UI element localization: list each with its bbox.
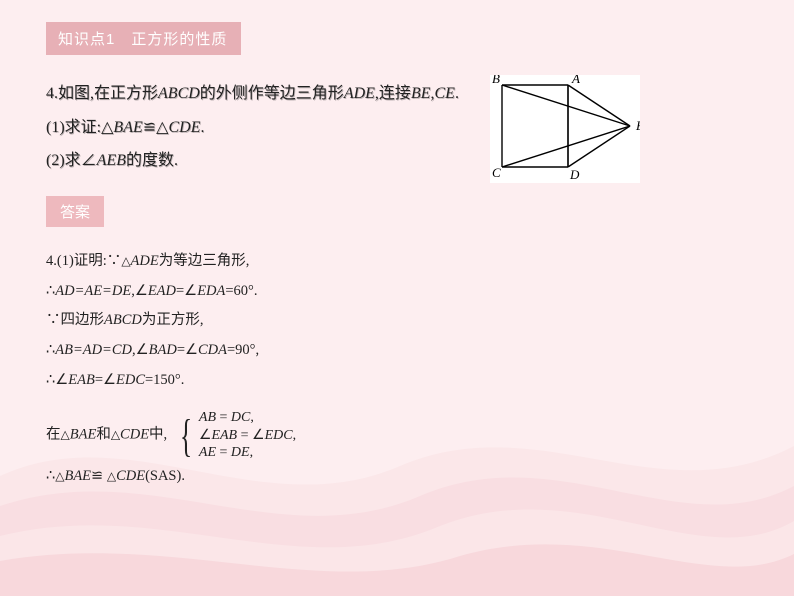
txt: 为等边三角形, xyxy=(159,253,250,269)
problem-part1: (1)求证:△BAE≌△CDE. xyxy=(46,111,758,145)
geometry-figure: B A C D E xyxy=(490,75,640,183)
angle-name: AEB xyxy=(97,152,126,169)
triangle-name: ADE xyxy=(131,253,159,269)
txt: 和 xyxy=(96,427,111,443)
txt: ∵四边形 xyxy=(46,312,104,328)
triangle-icon: △ xyxy=(101,119,113,136)
small-triangle-icon: △ xyxy=(121,254,130,268)
svg-text:D: D xyxy=(569,167,580,182)
txt: (SAS). xyxy=(145,468,185,484)
svg-text:C: C xyxy=(492,165,501,180)
answer-line: ∵四边形ABCD为正方形, xyxy=(46,306,758,336)
small-triangle-icon: △ xyxy=(111,428,120,442)
answer-line: ∴AD=AE=DE,∠EAD=∠EDA=60°. xyxy=(46,277,758,307)
problem-stem: 4.如图,在正方形ABCD的外侧作等边三角形ADE,连接BE,CE. xyxy=(46,77,758,111)
congruent-symbol: ≌ xyxy=(143,119,156,136)
answer-block: 4.(1)证明:∵△ADE为等边三角形, ∴AD=AE=DE,∠EAD=∠EDA… xyxy=(46,247,758,492)
seg: AB xyxy=(199,410,216,425)
left-brace-icon: { xyxy=(180,413,192,459)
equation-system: { AB = DC, ∠EAB = ∠EDC, AE = DE, xyxy=(171,409,296,462)
txt: ,连接 xyxy=(375,85,411,102)
equation: AD=AE=DE xyxy=(55,283,131,299)
answer-line: ∴AB=AD=CD,∠BAD=∠CDA=90°, xyxy=(46,336,758,366)
txt: (1)求证: xyxy=(46,119,101,136)
seg: DC xyxy=(231,410,250,425)
answer-line: 4.(1)证明:∵△ADE为等边三角形, xyxy=(46,247,758,277)
txt: . xyxy=(200,119,204,136)
answer-line: ∴∠EAB=∠EDC=150°. xyxy=(46,366,758,396)
txt: 4.(1)证明:∵ xyxy=(46,253,121,269)
sys-line: AE = DE, xyxy=(199,444,296,462)
txt: =∠ xyxy=(177,342,198,358)
triangle-name: CDE xyxy=(168,119,200,136)
txt: 如图,在正方形 xyxy=(58,85,158,102)
system-lines: AB = DC, ∠EAB = ∠EDC, AE = DE, xyxy=(199,409,296,462)
sys-line: ∠EAB = ∠EDC, xyxy=(199,427,296,445)
segment-name: BE xyxy=(411,85,431,102)
angle-name: EAD xyxy=(148,283,176,299)
angle-name: EDA xyxy=(197,283,225,299)
txt: 的度数. xyxy=(126,152,178,169)
triangle-icon: △ xyxy=(156,119,168,136)
txt: =∠ xyxy=(95,372,116,388)
txt: ∴ xyxy=(46,468,55,484)
triangle-name: ADE xyxy=(344,85,375,102)
angle-name: CDA xyxy=(198,342,227,358)
spacer xyxy=(46,395,758,409)
answer-line: ∴△BAE≌ △CDE(SAS). xyxy=(46,462,758,492)
angle-name: EAB xyxy=(68,372,95,388)
small-triangle-icon: △ xyxy=(107,469,116,483)
triangle-name: CDE xyxy=(120,427,149,443)
txt: =60°. xyxy=(225,283,257,299)
answer-line-system: 在△BAE和△CDE中, { AB = DC, ∠EAB = ∠EDC, AE … xyxy=(46,409,758,462)
answer-label: 答案 xyxy=(60,204,90,221)
txt: =150°. xyxy=(145,372,184,388)
seg: DE xyxy=(231,445,250,460)
triangle-name: BAE xyxy=(70,427,97,443)
txt: 在 xyxy=(46,427,61,443)
txt: (2)求∠ xyxy=(46,152,97,169)
txt: 为正方形, xyxy=(142,312,204,328)
txt: =∠ xyxy=(176,283,197,299)
ang: EDC xyxy=(265,428,293,443)
txt: ∴∠ xyxy=(46,372,68,388)
angle-name: EDC xyxy=(116,372,145,388)
txt: ,∠ xyxy=(132,342,149,358)
txt: ∴ xyxy=(46,283,55,299)
txt: =90°, xyxy=(227,342,259,358)
answer-label-box: 答案 xyxy=(46,196,104,227)
triangle-name: CDE xyxy=(116,468,145,484)
knowledge-point-header: 知识点1 正方形的性质 xyxy=(46,22,241,55)
square-name: ABCD xyxy=(104,312,142,328)
congruent-symbol: ≌ xyxy=(91,468,103,484)
square-name: ABCD xyxy=(158,85,200,102)
sys-line: AB = DC, xyxy=(199,409,296,427)
seg: AE xyxy=(199,445,216,460)
txt: 中, xyxy=(149,427,167,443)
svg-text:B: B xyxy=(492,75,500,86)
svg-text:E: E xyxy=(635,118,640,133)
segment-name: CE xyxy=(434,85,454,102)
triangle-name: BAE xyxy=(113,119,142,136)
problem-number: 4. xyxy=(46,85,58,102)
problem-part2: (2)求∠AEB的度数. xyxy=(46,144,758,178)
txt: ,∠ xyxy=(131,283,148,299)
equation: AB=AD=CD xyxy=(55,342,132,358)
txt: 的外侧作等边三角形 xyxy=(200,85,344,102)
txt: ∴ xyxy=(46,342,55,358)
small-triangle-icon: △ xyxy=(61,428,70,442)
ang: EAB xyxy=(211,428,237,443)
angle-name: BAD xyxy=(149,342,177,358)
problem-block: BACDE 4.如图,在正方形ABCD的外侧作等边三角形ADE,连接BE,CE.… xyxy=(46,77,758,178)
svg-text:A: A xyxy=(571,75,580,86)
triangle-name: BAE xyxy=(64,468,91,484)
txt: . xyxy=(455,85,459,102)
header-label: 知识点1 正方形的性质 xyxy=(58,31,227,48)
